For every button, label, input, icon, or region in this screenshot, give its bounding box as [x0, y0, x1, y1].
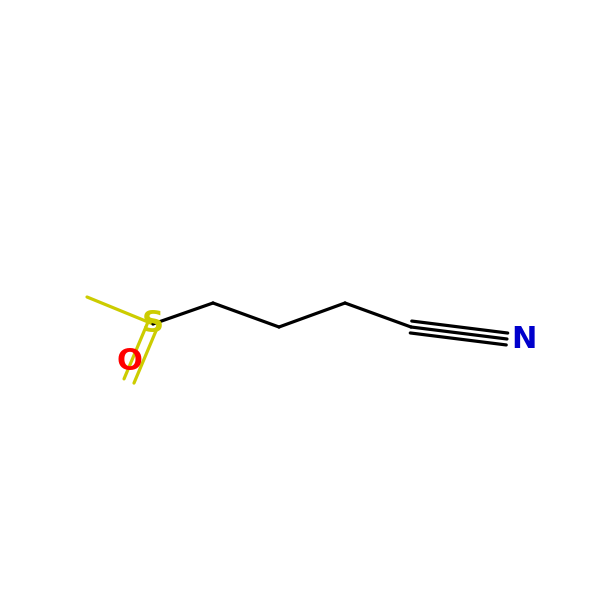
Text: N: N [511, 325, 536, 353]
Text: S: S [142, 310, 164, 338]
Text: O: O [116, 347, 142, 376]
